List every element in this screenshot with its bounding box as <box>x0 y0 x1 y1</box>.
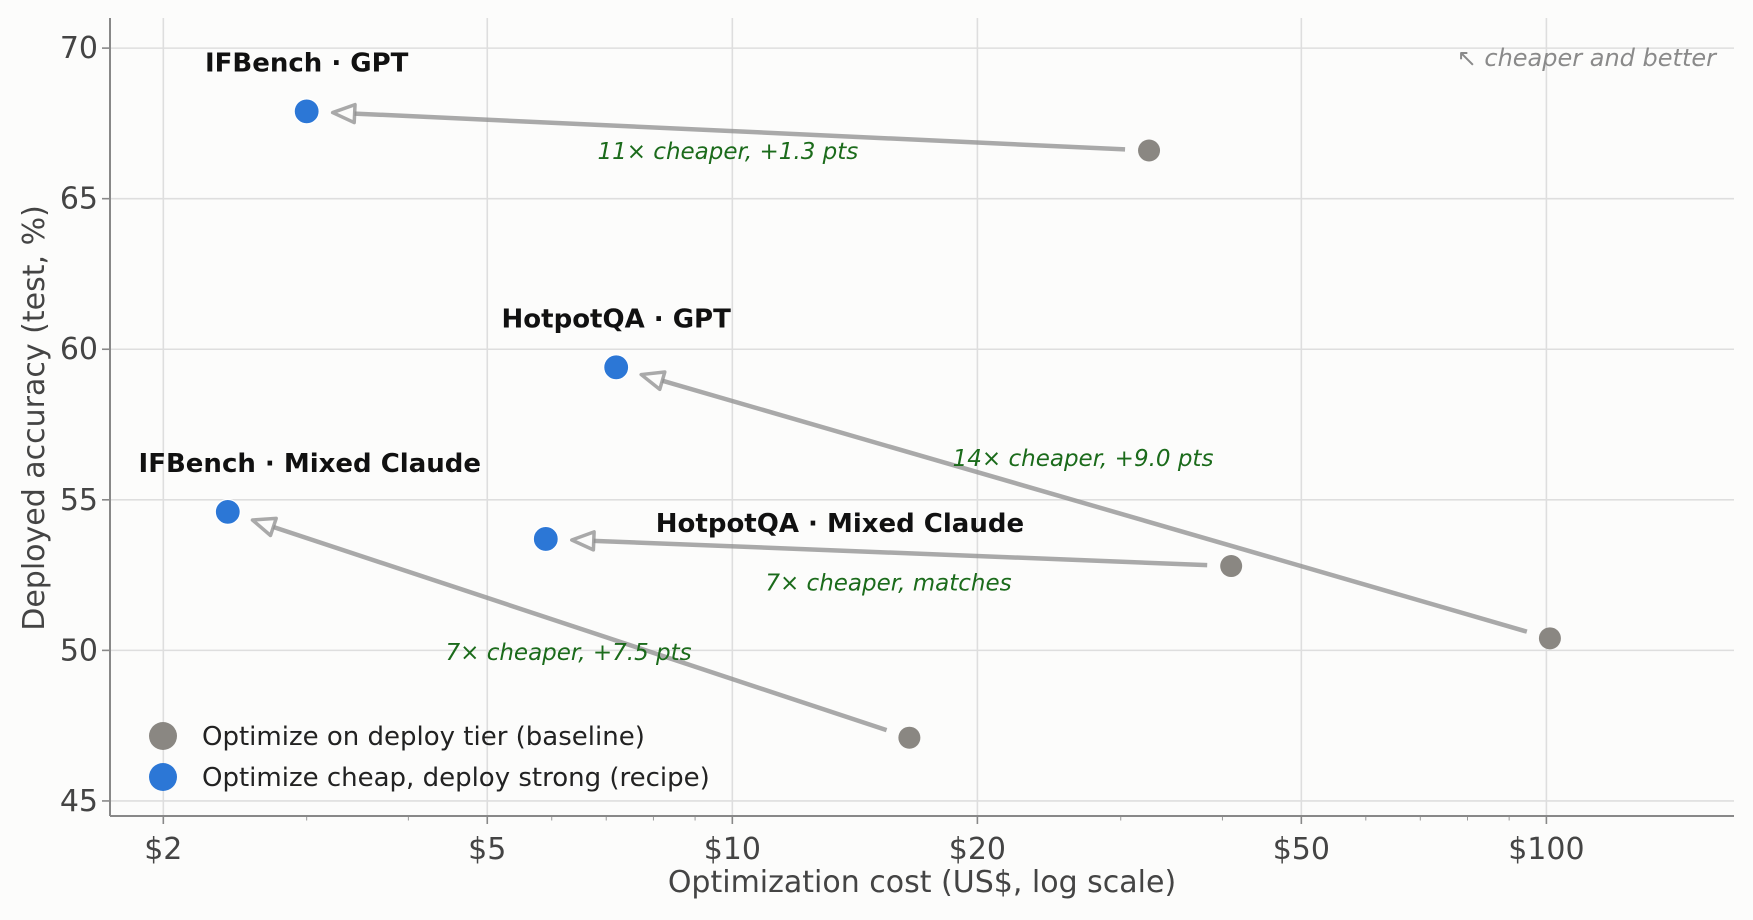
y-tick-label: 50 <box>60 633 98 668</box>
arrow-shaft <box>593 538 1208 568</box>
baseline-point <box>1220 555 1243 578</box>
x-tick-label: $10 <box>704 832 761 867</box>
y-tick-label: 65 <box>60 182 98 217</box>
arrow-head <box>250 516 278 538</box>
y-axis-title: Deployed accuracy (test, %) <box>17 205 52 631</box>
y-tick-label: 55 <box>60 483 98 518</box>
y-tick-label: 70 <box>60 31 98 66</box>
annotations: IFBench · GPT 11× cheaper, +1.3 pts Hotpot… <box>139 48 1214 665</box>
arrows <box>250 102 1528 733</box>
pair-label: IFBench · Mixed Claude <box>139 449 481 479</box>
tick-labels: 45 50 55 60 65 70 $2 $5 $10 $20 $50 $100 <box>60 31 1585 867</box>
arrow-annotation: 7× cheaper, matches <box>765 571 1011 597</box>
x-tick-label: $20 <box>949 832 1006 867</box>
recipe-point <box>532 525 559 553</box>
y-tick-label: 60 <box>60 332 98 367</box>
data-points <box>214 98 1561 749</box>
legend-entry: Optimize on deploy tier (baseline) <box>202 722 645 752</box>
recipe-point <box>214 498 241 525</box>
legend: Optimize on deploy tier (baseline) Optimi… <box>149 722 710 793</box>
legend-marker <box>149 763 177 791</box>
baseline-point <box>898 726 921 749</box>
x-tick-label: $50 <box>1273 832 1330 867</box>
arrow-shaft <box>272 524 888 733</box>
recipe-point <box>603 354 630 381</box>
pair-label: IFBench · GPT <box>205 48 409 78</box>
arrow-head <box>330 102 357 125</box>
grid <box>110 18 1734 816</box>
legend-entry: Optimize cheap, deploy strong (recipe) <box>202 763 710 793</box>
baseline-point <box>1538 627 1561 650</box>
x-axis-title: Optimization cost (US$, log scale) <box>668 865 1176 900</box>
arrow-shaft <box>354 111 1126 152</box>
arrow-annotation: 14× cheaper, +9.0 pts <box>953 446 1214 472</box>
recipe-point <box>293 98 320 125</box>
pair-label: HotpotQA · GPT <box>502 304 732 334</box>
x-tick-label: $5 <box>468 832 506 867</box>
arrow-annotation: 7× cheaper, +7.5 pts <box>445 640 691 666</box>
axes <box>102 18 1734 824</box>
arrow-head <box>570 530 596 552</box>
legend-marker <box>149 722 177 750</box>
x-tick-label: $2 <box>144 832 182 867</box>
arrow-head <box>639 370 667 392</box>
x-tick-label: $100 <box>1508 832 1584 867</box>
pair-label: HotpotQA · Mixed Claude <box>656 509 1024 539</box>
corner-note: ↖ cheaper and better <box>1457 44 1718 72</box>
arrow-shaft <box>661 378 1528 634</box>
baseline-point <box>1138 139 1161 162</box>
arrow-annotation: 11× cheaper, +1.3 pts <box>597 139 858 165</box>
y-tick-label: 45 <box>60 784 98 819</box>
